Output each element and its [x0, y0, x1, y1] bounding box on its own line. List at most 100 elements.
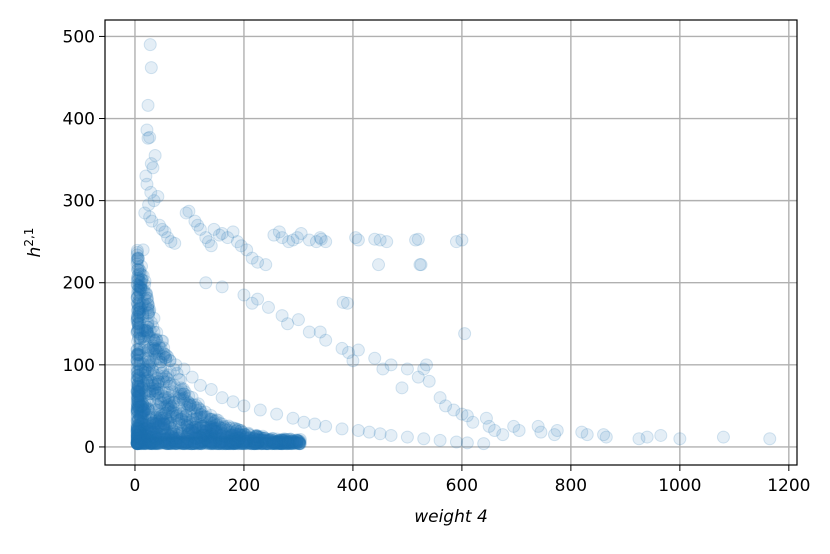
data-point [223, 437, 237, 451]
data-point [132, 430, 146, 444]
data-point [142, 355, 156, 369]
data-point [130, 422, 144, 436]
data-point [313, 325, 327, 339]
data-point [140, 426, 154, 440]
data-point [131, 390, 145, 404]
data-point [136, 436, 150, 450]
data-point [284, 435, 298, 449]
data-point [157, 393, 171, 407]
data-point [205, 428, 219, 442]
data-point [143, 416, 157, 430]
data-point [135, 298, 149, 312]
data-point [262, 434, 276, 448]
data-point [151, 386, 165, 400]
data-point [763, 432, 777, 446]
data-point [187, 437, 201, 451]
data-point [144, 436, 158, 450]
data-point [150, 417, 164, 431]
data-point [181, 420, 195, 434]
data-point [251, 429, 265, 443]
data-point [131, 424, 145, 438]
data-point [132, 271, 146, 285]
data-point [236, 425, 250, 439]
data-point [131, 431, 145, 445]
data-point [279, 435, 293, 449]
data-point [136, 405, 150, 419]
data-point [141, 343, 155, 357]
data-point [215, 435, 229, 449]
data-point [259, 434, 273, 448]
data-point [186, 398, 200, 412]
data-point [192, 436, 206, 450]
data-point [138, 368, 152, 382]
data-point [139, 384, 153, 398]
data-point [130, 357, 144, 371]
data-point [131, 263, 145, 277]
data-point [274, 436, 288, 450]
data-point [138, 400, 152, 414]
data-point [131, 368, 145, 382]
data-point [293, 435, 307, 449]
data-point [157, 432, 171, 446]
data-point [282, 436, 296, 450]
data-point [274, 437, 288, 451]
data-point [264, 433, 278, 447]
data-point [193, 421, 207, 435]
data-point [157, 375, 171, 389]
data-point [281, 435, 295, 449]
data-point [161, 402, 175, 416]
data-point [249, 429, 263, 443]
data-point [146, 435, 160, 449]
data-point [170, 435, 184, 449]
y-axis-label-superscript: 2,1 [22, 228, 36, 247]
data-point [136, 310, 150, 324]
data-point [419, 358, 433, 372]
data-point [157, 421, 171, 435]
data-point [132, 436, 146, 450]
data-point [131, 437, 145, 451]
data-point [187, 436, 201, 450]
data-point [160, 414, 174, 428]
data-point [178, 435, 192, 449]
data-point [211, 436, 225, 450]
data-point [286, 436, 300, 450]
data-point [187, 437, 201, 451]
data-point [272, 434, 286, 448]
data-point [215, 437, 229, 451]
data-point [228, 421, 242, 435]
data-point [130, 274, 144, 288]
data-point [174, 436, 188, 450]
data-point [181, 434, 195, 448]
data-point [194, 431, 208, 445]
data-point [133, 421, 147, 435]
data-point [132, 437, 146, 451]
data-point [163, 436, 177, 450]
data-point [185, 413, 199, 427]
data-point [132, 413, 146, 427]
data-point [250, 436, 264, 450]
data-point [225, 437, 239, 451]
data-point [167, 378, 181, 392]
data-point [163, 429, 177, 443]
data-point [205, 422, 219, 436]
data-point [131, 365, 145, 379]
data-point [242, 426, 256, 440]
data-point [131, 269, 145, 283]
data-point [224, 434, 238, 448]
data-point [335, 422, 349, 436]
data-point [150, 436, 164, 450]
data-point [130, 437, 144, 451]
data-point [198, 410, 212, 424]
data-point [270, 437, 284, 451]
data-point [141, 297, 155, 311]
x-tick-label: 800 [555, 476, 587, 496]
data-point [197, 433, 211, 447]
data-point [162, 433, 176, 447]
data-point [141, 328, 155, 342]
data-point [130, 428, 144, 442]
data-point [193, 430, 207, 444]
data-point [164, 378, 178, 392]
data-point [228, 436, 242, 450]
data-point [221, 437, 235, 451]
data-point [158, 400, 172, 414]
